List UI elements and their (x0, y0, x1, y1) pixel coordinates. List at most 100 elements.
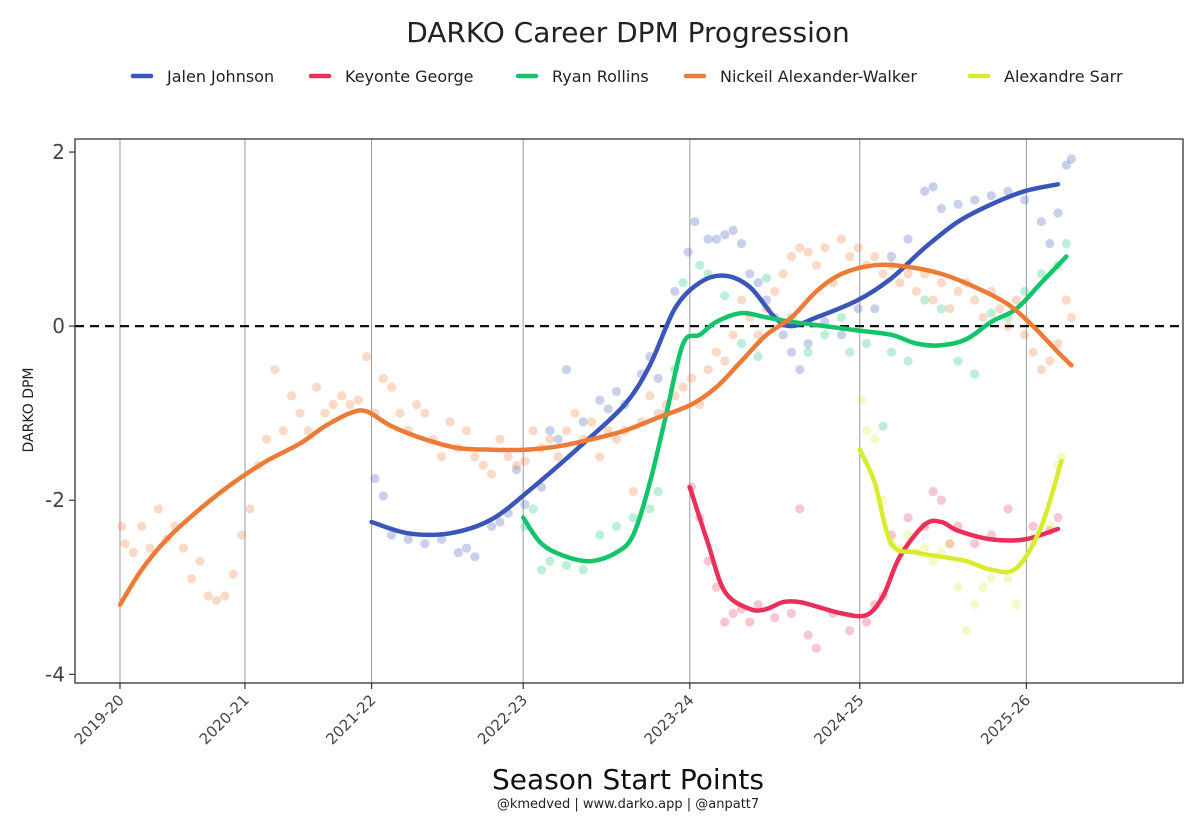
data-point (436, 452, 447, 462)
data-point (453, 547, 463, 558)
data-point (970, 195, 980, 205)
data-point (795, 504, 805, 514)
data-point (970, 369, 980, 379)
data-point (978, 582, 988, 592)
data-point (1003, 573, 1013, 584)
data-point (778, 269, 788, 279)
data-point (745, 617, 755, 627)
data-point (1036, 269, 1046, 279)
chart-title: DARKO Career DPM Progression (406, 16, 850, 49)
data-point (970, 295, 980, 305)
data-point (811, 260, 822, 270)
data-point (370, 473, 380, 484)
data-point (978, 312, 988, 323)
data-point (786, 251, 797, 262)
data-point (728, 608, 738, 618)
data-point (845, 251, 855, 262)
data-point (803, 338, 813, 349)
data-point (745, 269, 755, 279)
data-point (336, 391, 347, 401)
legend-label: Keyonte George (345, 67, 473, 86)
data-point (836, 330, 847, 340)
data-point (761, 273, 772, 283)
data-point (986, 190, 996, 201)
data-point (628, 513, 638, 523)
data-point (528, 504, 538, 514)
data-point (378, 491, 388, 501)
data-point (953, 286, 963, 296)
data-point (345, 399, 355, 410)
data-point (861, 617, 872, 627)
data-point (678, 382, 688, 392)
data-point (928, 295, 938, 305)
data-point (295, 408, 305, 418)
data-point (153, 504, 163, 514)
data-point (553, 452, 563, 462)
x-tick-label: 2020-21 (196, 691, 253, 748)
data-point (803, 347, 813, 357)
data-point (1028, 521, 1038, 531)
data-point (378, 373, 388, 383)
data-point (1028, 347, 1038, 357)
data-point (736, 338, 747, 349)
data-point (903, 234, 913, 244)
data-point (303, 425, 313, 436)
data-point (928, 556, 938, 566)
data-point (495, 434, 505, 444)
data-point (470, 452, 480, 462)
x-tick-label: 2023-24 (641, 691, 698, 748)
data-point (1053, 513, 1063, 523)
data-point (736, 295, 747, 305)
data-point (628, 486, 638, 497)
data-point (603, 404, 613, 414)
data-point (811, 643, 822, 653)
data-point (386, 382, 397, 392)
data-point (145, 543, 155, 553)
data-point (870, 251, 880, 262)
data-point (803, 630, 813, 640)
data-point (970, 600, 980, 610)
legend-label: Alexandre Sarr (1004, 67, 1123, 86)
data-point (778, 330, 788, 340)
data-point (1036, 365, 1046, 375)
data-point (187, 573, 197, 584)
data-point (461, 543, 472, 553)
legend-item-alexandre-sarr: Alexandre Sarr (967, 67, 1123, 86)
data-point (845, 347, 855, 357)
data-point (1061, 295, 1071, 305)
data-point (728, 225, 738, 235)
data-point (928, 182, 938, 192)
data-point (728, 330, 738, 340)
data-point (678, 278, 688, 288)
data-point (786, 608, 797, 618)
data-point (911, 286, 922, 296)
data-point (411, 399, 422, 410)
data-point (970, 539, 980, 549)
data-point (486, 469, 497, 479)
data-point (436, 534, 447, 544)
data-point (920, 295, 930, 305)
data-point (653, 373, 663, 383)
data-point (645, 391, 655, 401)
x-axis-label: Season Start Points (492, 763, 764, 796)
data-point (611, 386, 622, 397)
data-point (245, 504, 255, 514)
data-point (511, 460, 522, 470)
data-point (845, 626, 855, 636)
data-point (903, 513, 913, 523)
data-point (853, 243, 863, 253)
data-point (503, 452, 513, 462)
data-point (386, 530, 397, 540)
plot-area (75, 139, 1183, 683)
y-axis-label: DARKO DPM (21, 367, 37, 452)
data-point (511, 465, 522, 475)
data-point (853, 304, 863, 314)
data-point (945, 539, 955, 549)
data-point (1003, 504, 1013, 514)
data-point (820, 330, 830, 340)
data-point (836, 312, 847, 323)
plot-border (74, 138, 1184, 684)
data-point (686, 373, 697, 383)
data-point (903, 269, 913, 279)
